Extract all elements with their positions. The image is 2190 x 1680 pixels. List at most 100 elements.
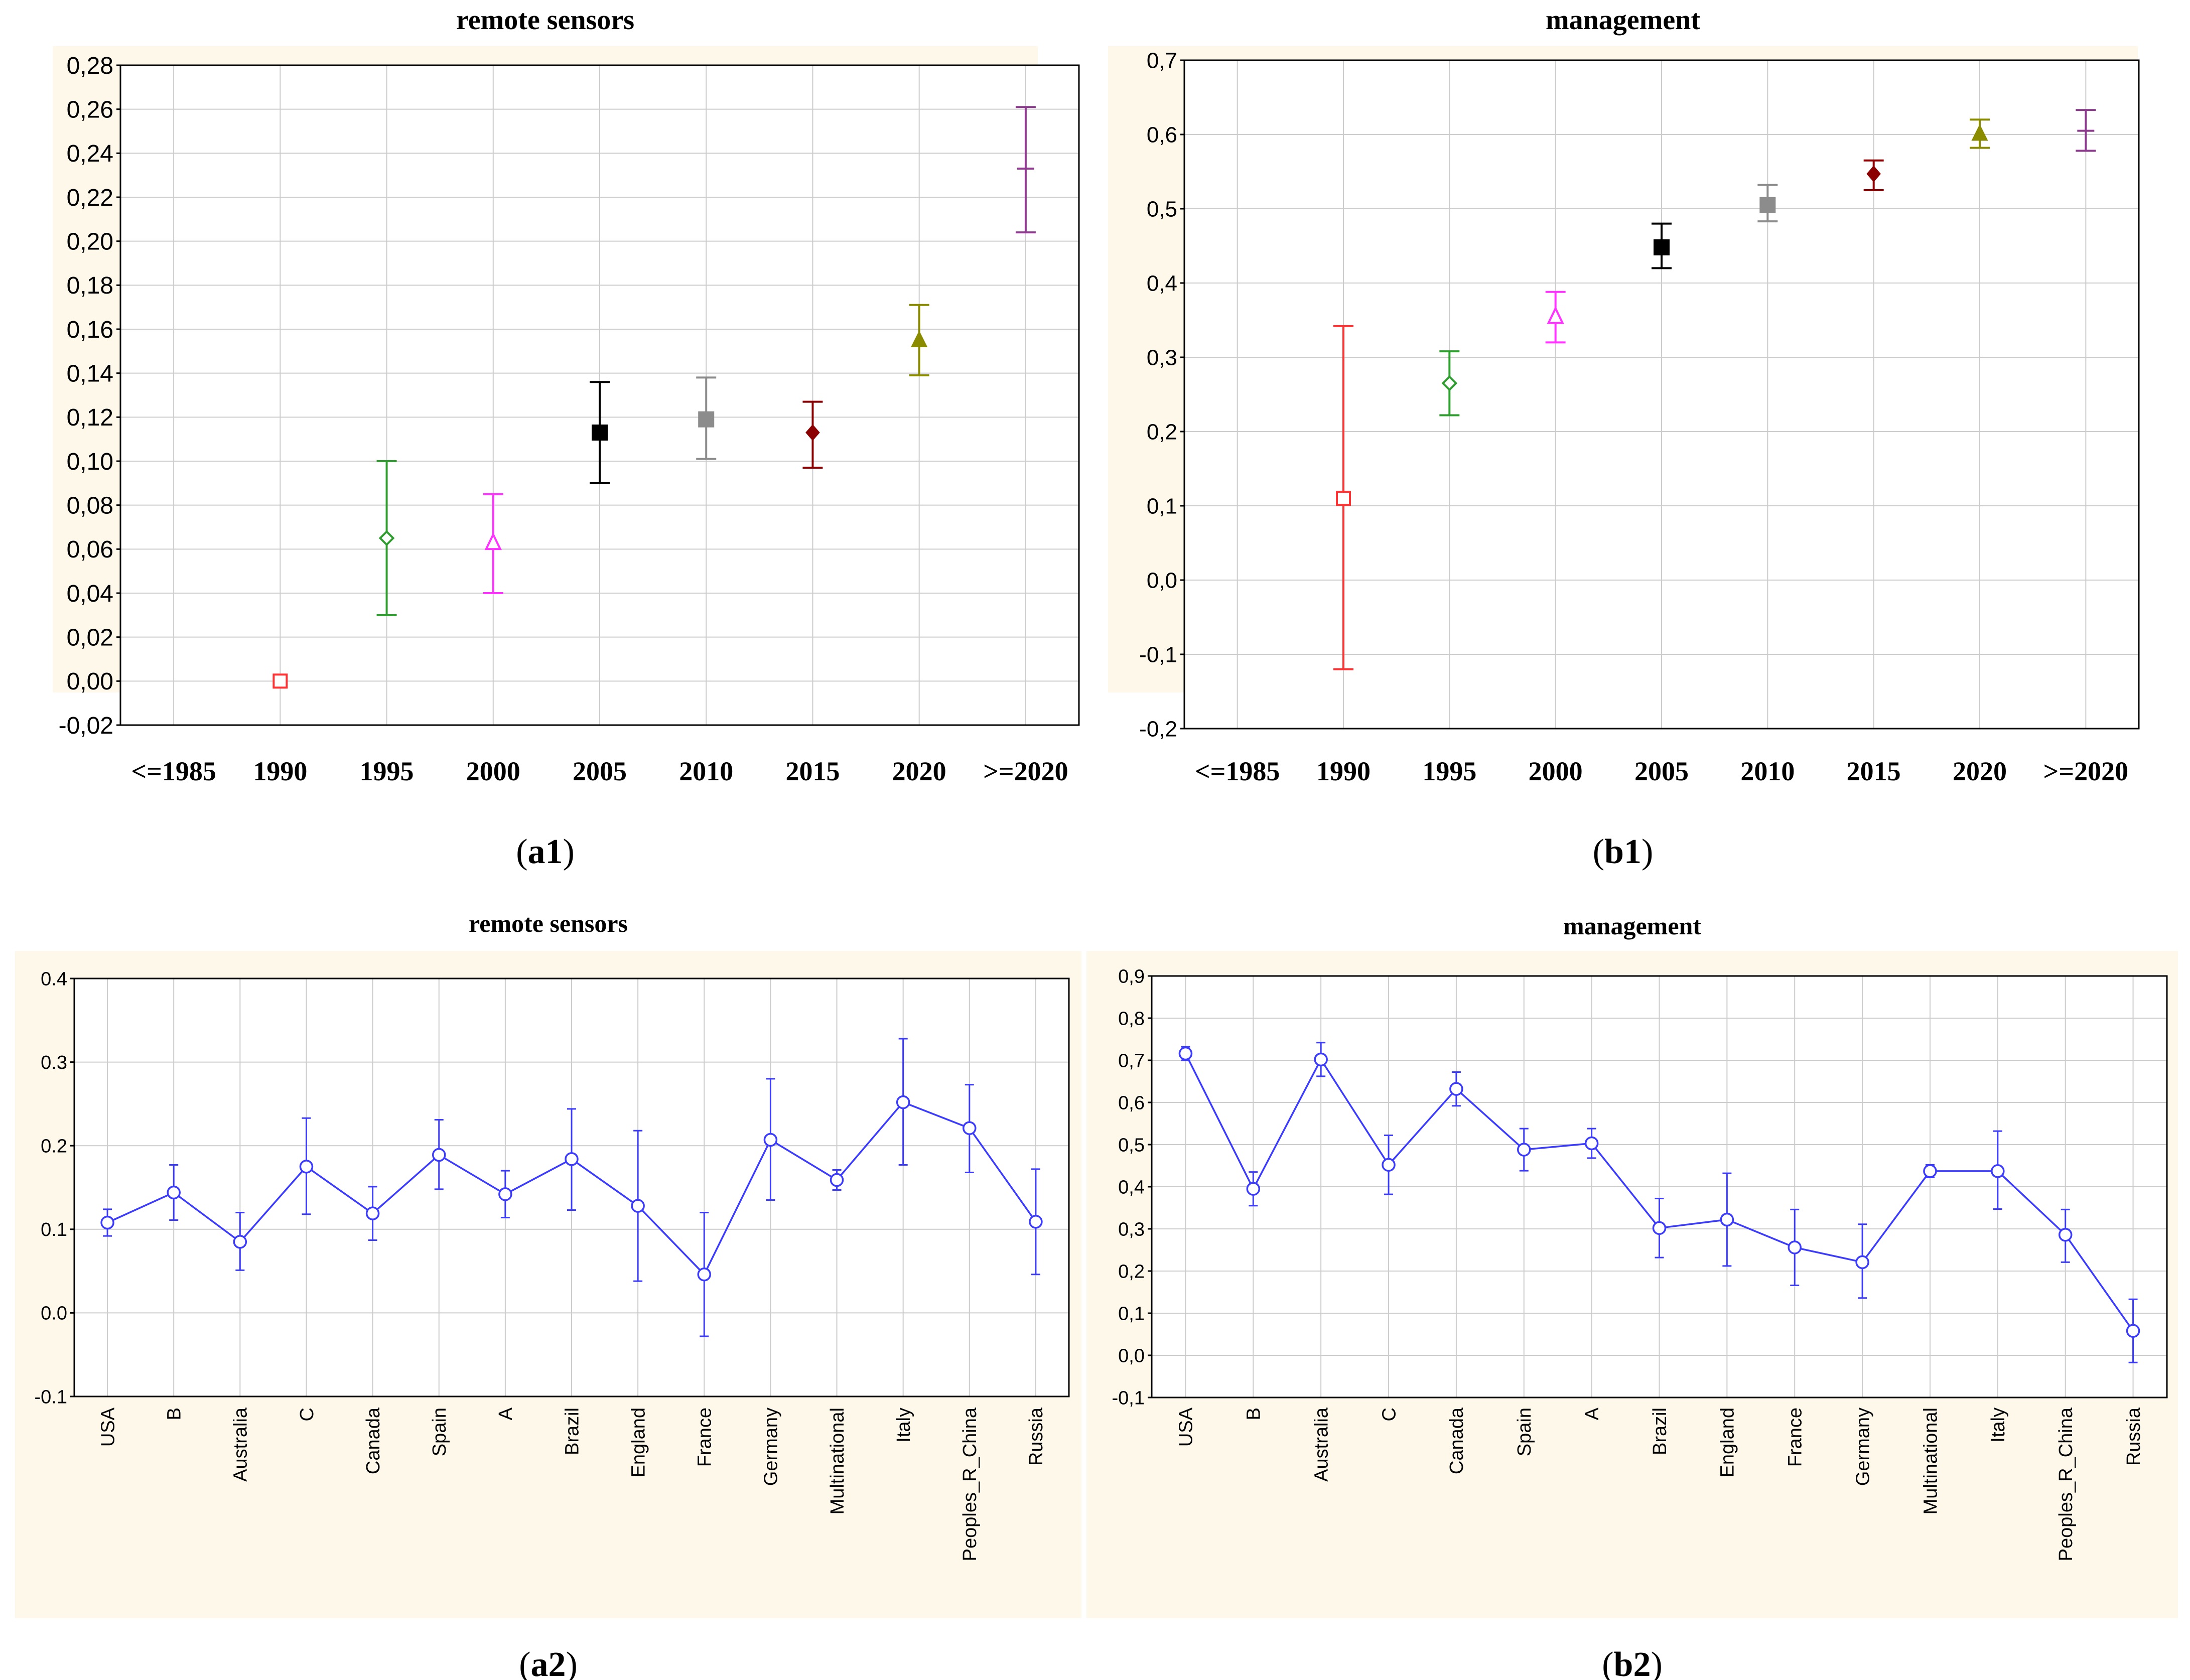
caption-number: 1 (545, 832, 563, 871)
data-point (1855, 1223, 1869, 1299)
x-tick-label: Russia (1026, 1407, 1047, 1466)
y-tick-label: 0.0 (41, 1303, 67, 1324)
chart-b2: 0,9 0,8 0,7 0,6 0,5 0,4 0,3 0,2 0,1 0,0 -0,1 USA B Au… (1086, 912, 2178, 1680)
x-tick-label: Germany (1852, 1408, 1873, 1486)
data-point (1029, 1168, 1043, 1276)
x-tick-label: 2010 (1740, 756, 1795, 786)
y-tick-label: 0.3 (41, 1052, 67, 1073)
chart-b1: 0,7 0,6 0,5 0,4 0,3 0,2 0,1 0,0 -0,1 -0,2 <=1985 19… (1108, 5, 2140, 871)
data-point-marker (1759, 197, 1776, 213)
data-point-marker (805, 424, 820, 441)
data-point-marker (1652, 1221, 1667, 1235)
data-point-marker (697, 1268, 712, 1282)
data-point-marker (698, 411, 715, 428)
data-point-marker (432, 1148, 446, 1162)
data-point-marker (1654, 239, 1670, 255)
y-tick-label: 0,0 (1118, 1345, 1145, 1366)
x-tick-label: 1995 (1422, 756, 1476, 786)
data-point (696, 376, 717, 460)
data-point-marker (498, 1187, 512, 1201)
y-tick-label: 0,04 (67, 581, 113, 607)
data-point (1652, 222, 1672, 269)
data-point-marker (1923, 1164, 1937, 1178)
data-point (802, 400, 823, 469)
chart-title: management (1546, 5, 1700, 36)
y-tick-label: 0,4 (1118, 1177, 1145, 1198)
data-point-marker (1441, 375, 1458, 391)
data-point-marker (1449, 1082, 1463, 1096)
data-point-marker (631, 1199, 645, 1213)
data-point-marker (565, 1152, 579, 1166)
x-tick-label: A (1582, 1407, 1603, 1420)
data-point (697, 1211, 712, 1337)
data-point-marker (484, 532, 502, 550)
y-tick-label: 0,16 (67, 317, 113, 343)
data-point-marker (1788, 1240, 1802, 1254)
x-tick-label: 2010 (679, 756, 733, 786)
x-tick-label: Italy (1988, 1408, 2009, 1443)
data-point-marker (2058, 1228, 2073, 1242)
data-point (1545, 291, 1566, 344)
caption-letter: a (531, 1645, 549, 1680)
y-tick-label: -0,02 (59, 713, 113, 739)
y-tick-label: 0,26 (67, 96, 113, 123)
data-point-marker (1991, 1164, 2005, 1178)
plot-frame (73, 977, 1070, 1397)
x-tick-label: Australia (1311, 1407, 1332, 1482)
data-point (100, 1208, 114, 1237)
y-tick-label: 0,24 (67, 141, 113, 167)
data-point-marker (1314, 1052, 1328, 1067)
y-tick-label: 0,6 (1118, 1092, 1145, 1113)
data-point (896, 1038, 910, 1166)
y-tick-label: -0,1 (1112, 1387, 1145, 1409)
x-tick-label: Germany (761, 1408, 782, 1486)
x-tick-label: Peoples_R_China (2056, 1407, 2077, 1561)
x-tick-label: France (695, 1408, 716, 1467)
x-tick-label: 2020 (892, 756, 946, 786)
caption-letter: b (1614, 1645, 1633, 1680)
x-tick-label: Australia (230, 1407, 251, 1482)
y-tick-label: 0,02 (67, 624, 113, 651)
y-tick-label: 0,5 (1118, 1135, 1145, 1156)
x-tick-label: Canada (363, 1407, 384, 1474)
data-point-marker (763, 1133, 778, 1147)
x-tick-label: 2015 (1847, 756, 1901, 786)
data-point (1652, 1198, 1667, 1258)
data-point-marker (1720, 1212, 1734, 1227)
data-point (1757, 184, 1778, 223)
x-tick-label: >=2020 (2043, 756, 2129, 786)
caption-letter: b (1604, 832, 1624, 871)
y-tick-label: 0,2 (1118, 1261, 1145, 1282)
y-tick-label: 0.2 (41, 1136, 67, 1157)
chart-caption: (b1) (1593, 832, 1654, 871)
x-tick-label: Peoples_R_China (960, 1407, 981, 1561)
data-point (233, 1211, 247, 1271)
x-tick-label: A (495, 1407, 516, 1420)
data-point (1788, 1208, 1802, 1287)
x-tick-label: 2005 (1634, 756, 1689, 786)
data-point (763, 1078, 778, 1201)
data-point-marker (1029, 1215, 1043, 1229)
caption-number: 2 (1633, 1645, 1651, 1680)
y-tick-label: 0,20 (67, 228, 113, 255)
data-point-marker (1382, 1158, 1396, 1172)
data-point (2058, 1208, 2073, 1263)
data-point-marker (2126, 1324, 2140, 1338)
data-point (1333, 325, 1353, 670)
data-point (631, 1130, 645, 1282)
y-tick-label: -0,2 (1139, 717, 1177, 741)
data-point-marker (911, 330, 928, 347)
y-tick-label: 0,12 (67, 404, 113, 431)
y-tick-label: 0,6 (1147, 122, 1177, 147)
data-point-marker (1855, 1255, 1869, 1270)
data-point-marker (1866, 165, 1881, 182)
data-point-marker (167, 1185, 181, 1200)
data-point (1314, 1042, 1328, 1077)
data-point (272, 673, 288, 689)
data-point-marker (1178, 1046, 1193, 1061)
x-tick-label: Multinational (1920, 1408, 1941, 1514)
y-tick-label: 0,7 (1147, 48, 1177, 73)
data-point (1382, 1135, 1396, 1195)
y-tick-label: 0,4 (1147, 271, 1177, 296)
data-point-marker (896, 1095, 910, 1109)
